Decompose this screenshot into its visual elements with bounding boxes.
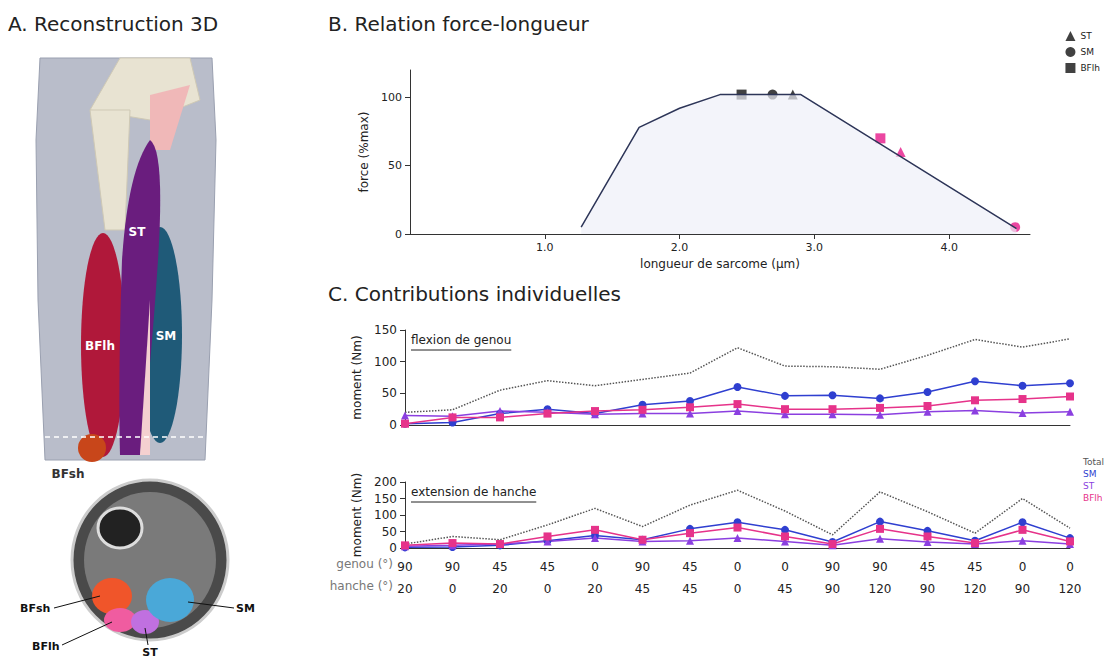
svg-text:BFlh: BFlh <box>32 640 60 653</box>
svg-text:100: 100 <box>381 91 402 104</box>
svg-text:20: 20 <box>587 582 602 596</box>
svg-text:150: 150 <box>374 323 397 337</box>
svg-text:0: 0 <box>1066 560 1074 574</box>
svg-text:SM: SM <box>1080 47 1093 57</box>
svg-text:0: 0 <box>395 228 402 241</box>
svg-text:90: 90 <box>872 560 887 574</box>
svg-text:ST: ST <box>1080 31 1092 41</box>
svg-text:BFlh: BFlh <box>1080 63 1100 73</box>
svg-text:BFlh: BFlh <box>1083 493 1103 503</box>
svg-text:Total: Total <box>1082 457 1104 467</box>
svg-text:45: 45 <box>920 560 935 574</box>
svg-text:SM: SM <box>236 602 255 615</box>
svg-text:0: 0 <box>389 541 397 555</box>
svg-text:50: 50 <box>382 386 397 400</box>
svg-text:force (%max): force (%max) <box>357 112 371 193</box>
svg-text:1.0: 1.0 <box>536 241 554 254</box>
svg-text:120: 120 <box>869 582 892 596</box>
svg-text:ST: ST <box>129 225 147 239</box>
svg-text:90: 90 <box>825 582 840 596</box>
svg-text:3.0: 3.0 <box>806 241 824 254</box>
svg-text:100: 100 <box>374 355 397 369</box>
svg-text:moment (Nm): moment (Nm) <box>350 473 364 557</box>
svg-text:0: 0 <box>1019 560 1027 574</box>
svg-text:90: 90 <box>397 560 412 574</box>
svg-text:90: 90 <box>635 560 650 574</box>
svg-text:ST: ST <box>1083 481 1095 491</box>
svg-text:extension de hanche: extension de hanche <box>411 485 536 499</box>
svg-text:B. Relation force-longueur: B. Relation force-longueur <box>328 12 590 36</box>
svg-text:45: 45 <box>540 560 555 574</box>
svg-text:45: 45 <box>967 560 982 574</box>
svg-text:120: 120 <box>1059 582 1082 596</box>
svg-text:hanche (°): hanche (°) <box>330 579 393 593</box>
svg-text:0: 0 <box>781 560 789 574</box>
svg-text:200: 200 <box>374 475 397 489</box>
svg-text:longueur de sarcome (µm): longueur de sarcome (µm) <box>640 257 800 271</box>
svg-text:50: 50 <box>388 159 402 172</box>
svg-text:ST: ST <box>142 646 158 659</box>
svg-text:120: 120 <box>964 582 987 596</box>
svg-text:BFsh: BFsh <box>51 467 84 481</box>
svg-text:4.0: 4.0 <box>940 241 958 254</box>
svg-text:150: 150 <box>374 492 397 506</box>
svg-text:0: 0 <box>734 582 742 596</box>
svg-text:45: 45 <box>777 582 792 596</box>
svg-text:45: 45 <box>682 582 697 596</box>
svg-text:50: 50 <box>382 525 397 539</box>
svg-text:C. Contributions individuelles: C. Contributions individuelles <box>328 282 621 306</box>
svg-text:SM: SM <box>156 329 177 343</box>
svg-text:2.0: 2.0 <box>671 241 689 254</box>
svg-text:0: 0 <box>544 582 552 596</box>
svg-text:moment (Nm): moment (Nm) <box>350 335 364 419</box>
svg-text:45: 45 <box>492 560 507 574</box>
svg-text:0: 0 <box>449 582 457 596</box>
svg-text:20: 20 <box>492 582 507 596</box>
svg-text:A. Reconstruction 3D: A. Reconstruction 3D <box>8 12 218 36</box>
svg-text:0: 0 <box>389 418 397 432</box>
svg-text:0: 0 <box>591 560 599 574</box>
svg-text:45: 45 <box>682 560 697 574</box>
svg-text:90: 90 <box>920 582 935 596</box>
svg-text:20: 20 <box>397 582 412 596</box>
svg-text:45: 45 <box>635 582 650 596</box>
svg-text:BFlh: BFlh <box>85 339 115 353</box>
svg-text:0: 0 <box>734 560 742 574</box>
svg-text:90: 90 <box>1015 582 1030 596</box>
svg-text:flexion de genou: flexion de genou <box>411 333 511 347</box>
svg-text:90: 90 <box>445 560 460 574</box>
svg-text:90: 90 <box>825 560 840 574</box>
svg-text:100: 100 <box>374 508 397 522</box>
svg-text:BFsh: BFsh <box>20 602 50 615</box>
svg-text:SM: SM <box>1083 469 1096 479</box>
svg-text:genou (°): genou (°) <box>336 557 393 571</box>
